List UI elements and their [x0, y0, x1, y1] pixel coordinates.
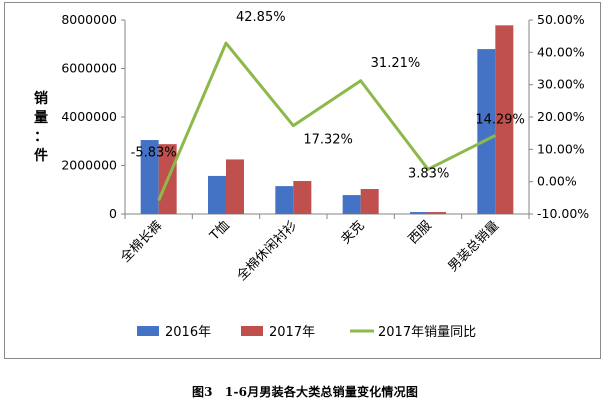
legend-label: 2017年销量同比 [378, 325, 476, 340]
category-label: 全棉休闲衬衫 [234, 218, 300, 284]
legend: 2016年 2017年 2017年销量同比 [137, 325, 476, 340]
legend-swatch [241, 326, 263, 336]
left-axis-tick-label: 2000000 [61, 158, 117, 173]
yoy-data-label: -5.83% [131, 146, 177, 161]
bar-2017 [226, 159, 244, 214]
bar-series-group [140, 25, 514, 215]
bar-2017 [495, 25, 514, 215]
bar-2017 [360, 189, 379, 214]
legend-label: 2017年 [269, 325, 315, 340]
y-axis-title-text: 销量：件 [34, 90, 48, 164]
legend-swatch [137, 326, 159, 336]
right-axis-tick-label: 50.00% [537, 12, 585, 27]
right-axis-tick-label: 40.00% [537, 44, 585, 59]
bar-2017 [428, 212, 446, 214]
chart-frame: 0 2000000 4000000 6000000 8000000 -10.00% 0.00… [4, 2, 601, 359]
legend-label: 2016年 [165, 325, 211, 340]
figure-caption: 图3 1-6月男装各大类总销量变化情况图 [191, 385, 419, 399]
yoy-data-label: 31.21% [371, 56, 421, 71]
yoy-data-label: 17.32% [303, 133, 353, 148]
bar-2017 [293, 181, 312, 214]
left-axis-tick-label: 4000000 [61, 109, 117, 124]
category-label: 男装总销量 [446, 218, 503, 275]
bar-2016 [140, 140, 159, 214]
right-axis-tick-label: 0.00% [537, 174, 577, 189]
yoy-line [157, 41, 497, 202]
bar-2016 [342, 195, 361, 214]
right-axis-tick-label: 30.00% [537, 77, 585, 92]
yoy-data-label: 14.29% [475, 112, 525, 127]
category-label: T恤 [207, 218, 233, 244]
category-label: 夹克 [338, 218, 367, 247]
left-axis-tick-label: 6000000 [61, 61, 117, 76]
right-axis-tick-label: 10.00% [537, 141, 585, 156]
left-axis-tick-label: 8000000 [61, 12, 117, 27]
left-axis-tick-label: 0 [109, 206, 117, 221]
bar-2016 [208, 175, 226, 214]
yoy-line-group [157, 41, 497, 202]
combo-chart: 0 2000000 4000000 6000000 8000000 -10.00% 0.00… [34, 10, 589, 340]
data-labels-group: -5.83% 42.85% 17.32% 31.21% 3.83% 14.29% [131, 10, 525, 181]
bar-2016 [410, 212, 428, 214]
category-label: 西服 [406, 218, 435, 247]
category-label: 全棉长裤 [117, 218, 165, 266]
right-axis-tick-label: 20.00% [537, 109, 585, 124]
yoy-data-label: 3.83% [408, 166, 449, 181]
yoy-data-label: 42.85% [236, 10, 286, 25]
bar-2016 [477, 49, 496, 214]
bar-2016 [275, 186, 294, 214]
right-axis-tick-label: -10.00% [537, 206, 589, 221]
y-axis-title: 销量：件 [34, 90, 48, 164]
